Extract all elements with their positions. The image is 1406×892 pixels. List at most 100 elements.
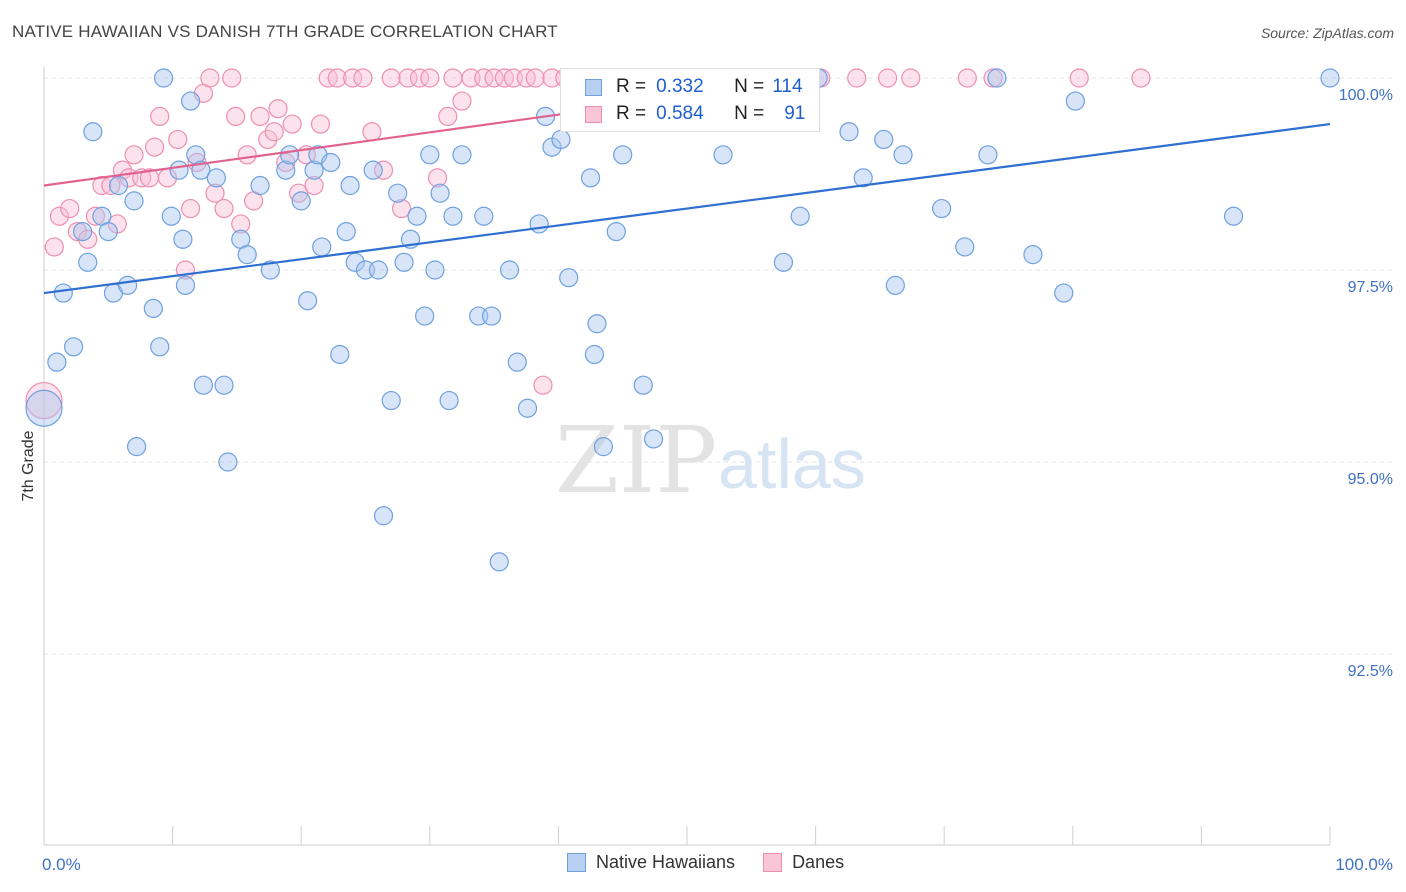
point-danes — [310, 114, 331, 134]
point-native-hawaiians — [214, 375, 234, 395]
point-native-hawaiians — [206, 168, 226, 188]
point-danes — [474, 68, 494, 88]
point-native-hawaiians — [153, 68, 174, 88]
point-native-hawaiians — [420, 145, 440, 165]
point-danes — [420, 68, 440, 88]
y-tick-label: 100.0% — [1339, 87, 1393, 104]
point-danes — [1131, 68, 1151, 88]
point-native-hawaiians — [63, 337, 84, 357]
legend-swatch-danes — [585, 105, 602, 123]
point-native-hawaiians — [126, 437, 147, 457]
point-danes — [362, 122, 382, 142]
point-native-hawaiians — [551, 129, 571, 150]
legend-r-label: R = — [616, 76, 647, 97]
point-danes — [258, 129, 278, 150]
point-danes — [67, 222, 88, 242]
point-danes — [49, 206, 70, 226]
point-danes — [150, 106, 170, 127]
point-native-hawaiians — [593, 437, 614, 457]
point-native-hawaiians — [839, 122, 859, 142]
point-native-hawaiians — [312, 237, 332, 257]
point-native-hawaiians — [143, 298, 163, 318]
point-native-hawaiians — [25, 389, 63, 427]
x-tick-label-max: 100.0% — [1335, 855, 1393, 874]
bottom-legend-native-hawaiians[interactable]: Native Hawaiians — [567, 852, 735, 873]
point-danes — [398, 68, 418, 88]
axes — [43, 67, 1331, 846]
legend-r-value-danes: 0.584 — [656, 103, 704, 124]
point-native-hawaiians — [893, 145, 913, 165]
point-native-hawaiians — [978, 145, 998, 165]
point-native-hawaiians — [955, 237, 975, 257]
legend-row-danes: R = 0.584 N = 91 — [585, 102, 805, 126]
point-native-hawaiians — [584, 344, 605, 365]
point-native-hawaiians — [885, 275, 905, 295]
point-native-hawaiians — [321, 152, 341, 173]
point-native-hawaiians — [987, 68, 1007, 88]
point-native-hawaiians — [78, 252, 98, 272]
point-native-hawaiians — [613, 145, 633, 165]
point-danes — [343, 68, 363, 88]
point-danes — [237, 145, 257, 165]
point-native-hawaiians — [237, 245, 257, 265]
point-native-hawaiians — [83, 122, 103, 142]
point-danes — [391, 198, 412, 219]
point-native-hawaiians — [173, 229, 193, 249]
point-danes — [250, 106, 270, 127]
y-axis-title: 7th Grade — [20, 430, 37, 501]
point-native-hawaiians — [452, 145, 472, 165]
point-danes — [957, 68, 977, 88]
bottom-legend-danes[interactable]: Danes — [763, 852, 844, 873]
y-tick-label: 92.5% — [1348, 663, 1393, 680]
point-danes — [268, 99, 288, 119]
point-danes — [304, 175, 324, 196]
point-danes — [484, 68, 504, 88]
point-danes — [231, 214, 251, 234]
point-danes — [200, 68, 220, 88]
point-native-hawaiians — [98, 222, 118, 242]
point-danes — [124, 145, 144, 165]
point-native-hawaiians — [517, 398, 538, 418]
y-tick-label: 97.5% — [1348, 279, 1393, 296]
point-danes — [44, 237, 64, 257]
point-native-hawaiians — [218, 452, 238, 472]
bottom-legend-swatch-native-hawaiians — [567, 853, 586, 872]
point-native-hawaiians — [1223, 206, 1244, 226]
point-native-hawaiians — [430, 183, 450, 203]
point-native-hawaiians — [191, 160, 211, 180]
legend-n-label: N = — [734, 76, 765, 97]
point-danes — [878, 68, 898, 88]
point-native-hawaiians — [250, 175, 270, 196]
point-native-hawaiians — [124, 191, 144, 211]
point-danes — [85, 206, 106, 226]
point-native-hawaiians — [507, 352, 527, 372]
point-native-hawaiians — [1065, 91, 1085, 111]
point-native-hawaiians — [415, 306, 435, 326]
point-danes — [168, 129, 188, 150]
point-native-hawaiians — [394, 252, 414, 272]
trend-line-native-hawaiians — [43, 122, 1331, 295]
bottom-legend-label-danes: Danes — [792, 852, 845, 872]
point-danes — [289, 183, 309, 203]
watermark-zip: ZIP — [555, 407, 717, 514]
point-native-hawaiians — [580, 168, 601, 188]
point-danes — [282, 114, 302, 134]
point-native-hawaiians — [280, 145, 300, 165]
point-native-hawaiians — [175, 275, 196, 295]
point-native-hawaiians — [932, 198, 952, 219]
point-native-hawaiians — [373, 506, 394, 526]
point-native-hawaiians — [425, 260, 445, 280]
point-native-hawaiians — [559, 268, 579, 288]
point-danes — [427, 168, 448, 188]
bottom-legend-label-native-hawaiians: Native Hawaiians — [596, 852, 736, 872]
point-native-hawaiians — [298, 291, 318, 311]
watermark-atlas: atlas — [718, 425, 866, 503]
point-native-hawaiians — [108, 175, 129, 196]
point-danes — [525, 68, 545, 88]
point-native-hawaiians — [853, 168, 873, 188]
point-danes — [353, 68, 373, 88]
point-danes — [847, 68, 867, 88]
point-native-hawaiians — [1320, 68, 1340, 88]
point-native-hawaiians — [388, 183, 408, 203]
